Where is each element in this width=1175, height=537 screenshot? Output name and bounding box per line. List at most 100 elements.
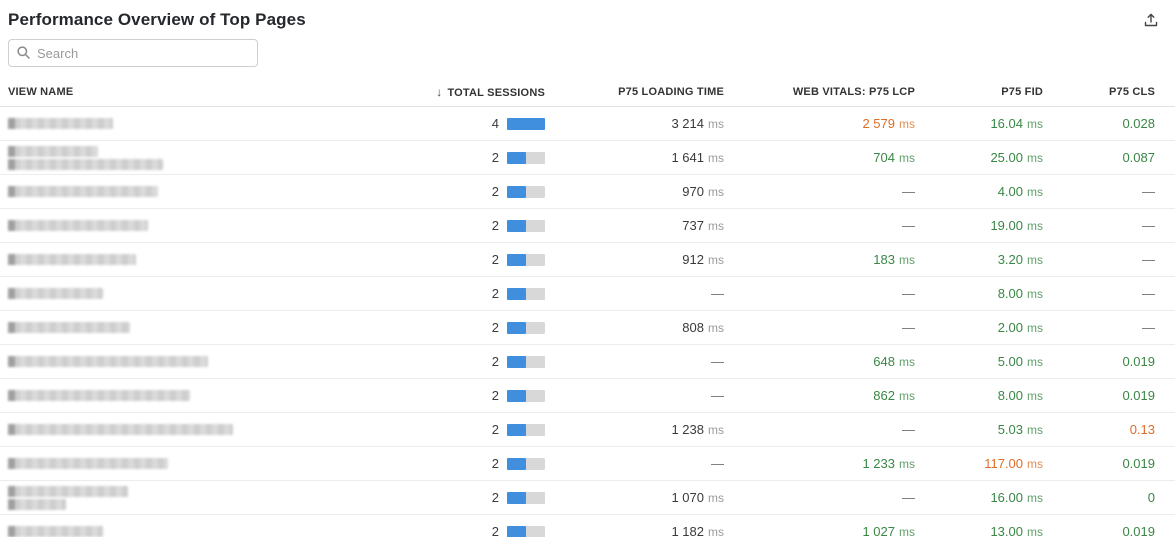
cls-cell: 0.019	[1063, 354, 1175, 369]
metric-unit: ms	[1027, 491, 1043, 505]
table-row[interactable]: 2 — 648 ms 5.00 ms 0.019	[0, 345, 1175, 379]
table-row[interactable]: 2 737 ms — 19.00 ms —	[0, 209, 1175, 243]
redacted-view-name	[8, 254, 136, 265]
sessions-count: 2	[491, 490, 499, 505]
metric-unit: ms	[1027, 321, 1043, 335]
lcp-cell: 183 ms	[740, 252, 935, 267]
cls-cell: 0.019	[1063, 524, 1175, 537]
loading-time-value: 1 238	[671, 422, 704, 437]
metric-unit: ms	[899, 117, 915, 131]
metric-unit: ms	[899, 253, 915, 267]
loading-time-cell: 737 ms	[555, 218, 740, 233]
sessions-bar	[507, 321, 545, 334]
col-p75-cls[interactable]: P75 CLS	[1108, 86, 1155, 98]
sessions-count: 2	[491, 388, 499, 403]
metric-value: 0.019	[1122, 388, 1155, 403]
col-view-name[interactable]: VIEW NAME	[8, 86, 74, 98]
metric-value: 0.019	[1122, 354, 1155, 369]
loading-time-cell: 1 182 ms	[555, 524, 740, 537]
loading-time-value: 912	[682, 252, 704, 267]
lcp-cell: 704 ms	[740, 150, 935, 165]
cls-cell: —	[1063, 286, 1175, 301]
sessions-bar-fill	[507, 491, 526, 504]
fid-cell: 16.04 ms	[935, 116, 1063, 131]
fid-cell: 4.00 ms	[935, 184, 1063, 199]
redacted-view-name	[8, 356, 208, 367]
view-name-cell	[0, 524, 425, 537]
metric-value: 2.00	[997, 320, 1023, 335]
metric-unit: ms	[1027, 457, 1043, 471]
panel-header: Performance Overview of Top Pages	[0, 0, 1175, 32]
lcp-cell: —	[740, 422, 935, 437]
metric-value: 5.00	[997, 354, 1023, 369]
loading-time-cell: 1 238 ms	[555, 422, 740, 437]
metric-value: 13.00	[990, 524, 1023, 537]
metric-empty-dash: —	[902, 422, 915, 437]
sessions-count: 2	[491, 150, 499, 165]
metric-empty-dash: —	[1142, 286, 1155, 301]
loading-time-value: 1 070	[671, 490, 704, 505]
table-row[interactable]: 2 — 862 ms 8.00 ms 0.019	[0, 379, 1175, 413]
redacted-view-name	[8, 485, 128, 497]
col-p75-fid[interactable]: P75 FID	[1001, 86, 1043, 98]
table-row[interactable]: 2 912 ms 183 ms 3.20 ms —	[0, 243, 1175, 277]
loading-time-cell: —	[555, 388, 740, 403]
sessions-count: 4	[491, 116, 499, 131]
fid-cell: 13.00 ms	[935, 524, 1063, 537]
table-row[interactable]: 2 — — 8.00 ms —	[0, 277, 1175, 311]
sessions-bar	[507, 185, 545, 198]
table-row[interactable]: 2 970 ms — 4.00 ms —	[0, 175, 1175, 209]
table-row[interactable]: 4 3 214 ms 2 579 ms 16.04 ms 0.028	[0, 107, 1175, 141]
sessions-count: 2	[491, 184, 499, 199]
sessions-bar	[507, 525, 545, 537]
metric-empty-dash: —	[1142, 218, 1155, 233]
sessions-count: 2	[491, 456, 499, 471]
metric-unit: ms	[1027, 423, 1043, 437]
fid-cell: 2.00 ms	[935, 320, 1063, 335]
export-button[interactable]	[1141, 10, 1161, 30]
cls-cell: 0.019	[1063, 456, 1175, 471]
col-p75-loading-time[interactable]: P75 LOADING TIME	[618, 86, 724, 98]
cls-cell: 0.028	[1063, 116, 1175, 131]
metric-empty-dash: —	[711, 456, 724, 471]
loading-time-cell: 3 214 ms	[555, 116, 740, 131]
metric-value: 8.00	[997, 388, 1023, 403]
loading-time-value: 808	[682, 320, 704, 335]
table-row[interactable]: 2 1 182 ms 1 027 ms 13.00 ms 0.019	[0, 515, 1175, 537]
sessions-bar-fill	[507, 185, 526, 198]
sessions-bar-fill	[507, 151, 526, 164]
metric-unit: ms	[1027, 117, 1043, 131]
view-name-cell	[0, 286, 425, 301]
fid-cell: 25.00 ms	[935, 150, 1063, 165]
sessions-bar	[507, 151, 545, 164]
loading-time-cell: 1 070 ms	[555, 490, 740, 505]
metric-value: 0	[1147, 490, 1155, 505]
cls-cell: 0.087	[1063, 150, 1175, 165]
sessions-count: 2	[491, 422, 499, 437]
table-row[interactable]: 2 1 238 ms — 5.03 ms 0.13	[0, 413, 1175, 447]
metric-unit: ms	[899, 457, 915, 471]
sessions-cell: 2	[425, 388, 555, 403]
table-row[interactable]: 2 1 070 ms — 16.00 ms 0	[0, 481, 1175, 515]
lcp-cell: —	[740, 490, 935, 505]
col-total-sessions[interactable]: ↓ TOTAL SESSIONS	[425, 85, 555, 99]
fid-cell: 5.03 ms	[935, 422, 1063, 437]
table-body: 4 3 214 ms 2 579 ms 16.04 ms 0.028 2 1 641 ms 704 ms…	[0, 107, 1175, 537]
table-header: VIEW NAME ↓ TOTAL SESSIONS P75 LOADING TI…	[0, 78, 1175, 107]
metric-unit: ms	[1027, 185, 1043, 199]
loading-time-unit: ms	[708, 423, 724, 437]
table-row[interactable]: 2 1 641 ms 704 ms 25.00 ms 0.087	[0, 141, 1175, 175]
metric-empty-dash: —	[902, 286, 915, 301]
search-input[interactable]	[8, 39, 258, 67]
col-p75-lcp[interactable]: WEB VITALS: P75 LCP	[792, 86, 915, 98]
metric-value: 1 027	[862, 524, 895, 537]
cls-cell: —	[1063, 320, 1175, 335]
search-box	[8, 39, 258, 67]
view-name-cell	[0, 422, 425, 437]
pages-table: VIEW NAME ↓ TOTAL SESSIONS P75 LOADING TI…	[0, 78, 1175, 537]
loading-time-unit: ms	[708, 151, 724, 165]
table-row[interactable]: 2 — 1 233 ms 117.00 ms 0.019	[0, 447, 1175, 481]
loading-time-value: 1 641	[671, 150, 704, 165]
table-row[interactable]: 2 808 ms — 2.00 ms —	[0, 311, 1175, 345]
metric-value: 5.03	[997, 422, 1023, 437]
